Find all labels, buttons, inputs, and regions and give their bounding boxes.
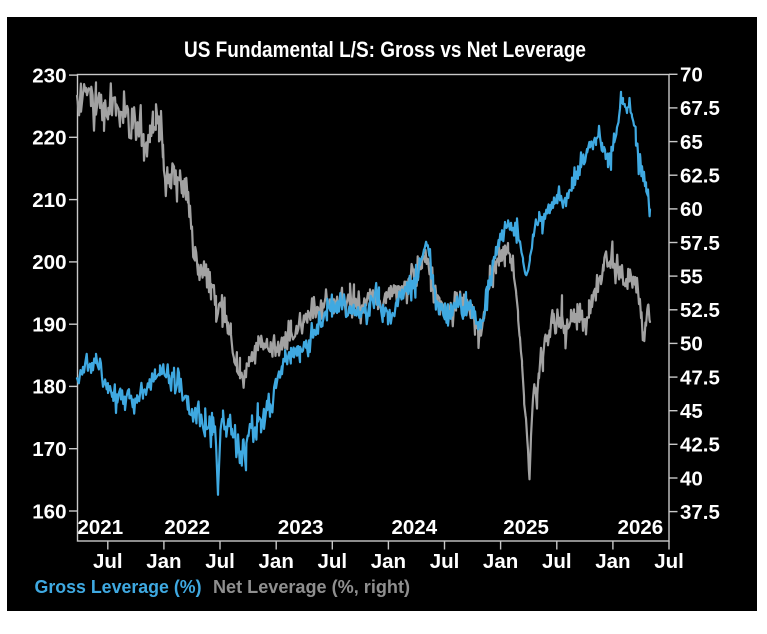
- svg-text:65: 65: [680, 131, 703, 154]
- svg-text:180: 180: [32, 376, 66, 399]
- svg-text:220: 220: [32, 127, 66, 150]
- svg-text:230: 230: [32, 64, 66, 87]
- svg-text:200: 200: [32, 251, 66, 274]
- svg-text:Jul: Jul: [317, 550, 347, 573]
- svg-text:60: 60: [680, 198, 703, 221]
- svg-text:US Fundamental L/S: Gross vs N: US Fundamental L/S: Gross vs Net Leverag…: [184, 37, 586, 62]
- svg-text:57.5: 57.5: [680, 232, 720, 255]
- svg-text:45: 45: [680, 400, 703, 423]
- svg-text:Jul: Jul: [654, 550, 684, 573]
- svg-text:Jul: Jul: [542, 550, 572, 573]
- svg-text:Jan: Jan: [483, 550, 518, 573]
- svg-text:52.5: 52.5: [680, 299, 720, 322]
- svg-text:190: 190: [32, 314, 66, 337]
- svg-text:Jul: Jul: [93, 550, 123, 573]
- svg-text:67.5: 67.5: [680, 97, 720, 120]
- svg-text:62.5: 62.5: [680, 165, 720, 188]
- svg-text:2024: 2024: [392, 516, 438, 539]
- svg-text:55: 55: [680, 265, 703, 288]
- svg-text:Jul: Jul: [205, 550, 235, 573]
- svg-text:Jul: Jul: [430, 550, 460, 573]
- svg-text:2021: 2021: [78, 516, 124, 539]
- svg-text:Jan: Jan: [259, 550, 294, 573]
- svg-text:50: 50: [680, 333, 703, 356]
- svg-text:Jan: Jan: [146, 550, 181, 573]
- svg-text:70: 70: [680, 64, 703, 87]
- svg-text:Jan: Jan: [595, 550, 630, 573]
- svg-text:37.5: 37.5: [680, 501, 720, 524]
- svg-text:Gross Leverage (%): Gross Leverage (%): [35, 577, 202, 597]
- svg-text:2025: 2025: [503, 516, 549, 539]
- svg-text:Jan: Jan: [371, 550, 406, 573]
- svg-text:2022: 2022: [164, 516, 210, 539]
- svg-text:47.5: 47.5: [680, 366, 720, 389]
- svg-text:2026: 2026: [618, 516, 664, 539]
- svg-text:210: 210: [32, 189, 66, 212]
- svg-text:40: 40: [680, 467, 703, 490]
- svg-text:42.5: 42.5: [680, 434, 720, 457]
- svg-text:170: 170: [32, 438, 66, 461]
- svg-text:2023: 2023: [278, 516, 324, 539]
- svg-text:Net Leverage (%, right): Net Leverage (%, right): [213, 577, 410, 597]
- svg-text:160: 160: [32, 500, 66, 523]
